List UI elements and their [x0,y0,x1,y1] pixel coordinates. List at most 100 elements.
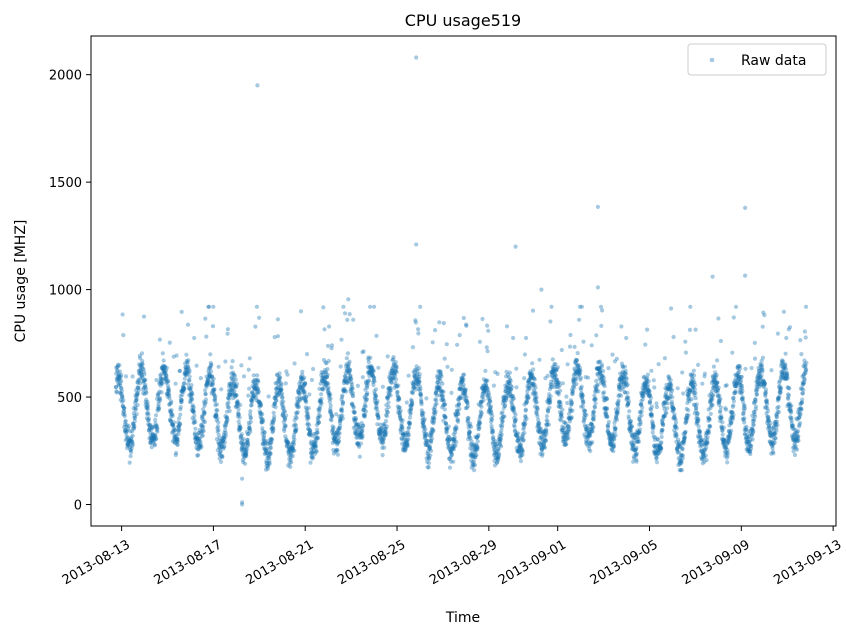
data-point [748,451,753,457]
data-point [168,417,173,422]
data-point [209,391,214,396]
data-point [124,422,129,427]
data-point [174,437,179,442]
data-point [199,429,204,434]
data-point [203,397,208,402]
data-point [634,459,639,464]
data-point [200,414,205,419]
data-point [243,441,248,446]
data-point [376,415,381,420]
data-point [157,406,162,411]
data-point [227,393,232,398]
data-point [457,333,462,338]
data-point [204,384,209,389]
data-point [130,374,135,379]
data-point [271,403,276,409]
data-point [115,369,120,374]
data-point [569,400,575,405]
data-point [271,421,276,426]
data-point [177,416,182,421]
data-point [255,391,260,396]
data-point [118,385,124,391]
data-point [289,442,295,447]
data-point [235,404,240,409]
data-point [265,455,270,460]
data-point [275,390,280,396]
data-point [117,373,122,378]
data-point [675,386,680,391]
data-point [229,384,234,389]
data-point [124,437,129,442]
data-point [125,442,130,447]
data-point [204,382,209,387]
data-point [229,371,234,376]
data-point [143,389,148,394]
data-point [481,397,486,403]
data-point [149,427,154,432]
data-point [240,448,245,453]
data-point [190,404,195,409]
data-point [624,335,629,341]
data-point [381,440,386,445]
data-point [210,389,215,394]
data-point [588,433,593,438]
data-point [157,389,162,394]
data-point [611,449,616,454]
data-point [266,460,271,465]
data-point [227,382,233,387]
data-point [174,437,179,442]
data-point [132,413,137,418]
data-point [189,407,194,413]
data-point [237,427,242,432]
data-point [710,397,715,402]
data-point [183,373,188,378]
data-point [198,376,203,381]
data-point [707,417,712,422]
data-point [351,317,356,322]
data-point [201,417,206,422]
data-point [319,392,324,397]
data-point [578,368,583,373]
data-point [205,380,210,385]
data-point [596,389,601,394]
data-point [222,423,227,428]
data-point [544,431,549,436]
data-point [157,337,162,342]
data-point [569,415,574,420]
data-point [132,415,137,420]
data-point [803,304,809,309]
data-point [115,364,120,369]
data-point [634,445,639,450]
data-point [796,438,801,443]
data-point [141,380,146,385]
data-point [133,400,138,405]
data-point [708,424,713,429]
data-point [472,468,477,473]
data-point [224,419,229,424]
data-point [547,405,552,410]
data-point [265,451,270,456]
data-point [126,426,131,431]
data-point [513,244,518,249]
data-point [114,390,119,395]
data-point [250,384,255,389]
data-point [178,397,183,402]
data-point [230,387,235,392]
data-point [149,445,154,450]
data-point [454,426,459,431]
data-point [223,428,228,433]
data-point [280,403,285,408]
data-point [168,409,173,414]
data-point [355,383,360,388]
data-point [140,387,146,392]
data-point [205,376,211,381]
data-point [279,400,284,405]
data-point [285,372,290,377]
data-point [250,391,255,396]
data-point [263,447,268,453]
data-point [200,414,205,419]
data-point [213,414,218,419]
data-point [504,397,509,403]
data-point [252,385,257,390]
data-point [590,429,595,434]
